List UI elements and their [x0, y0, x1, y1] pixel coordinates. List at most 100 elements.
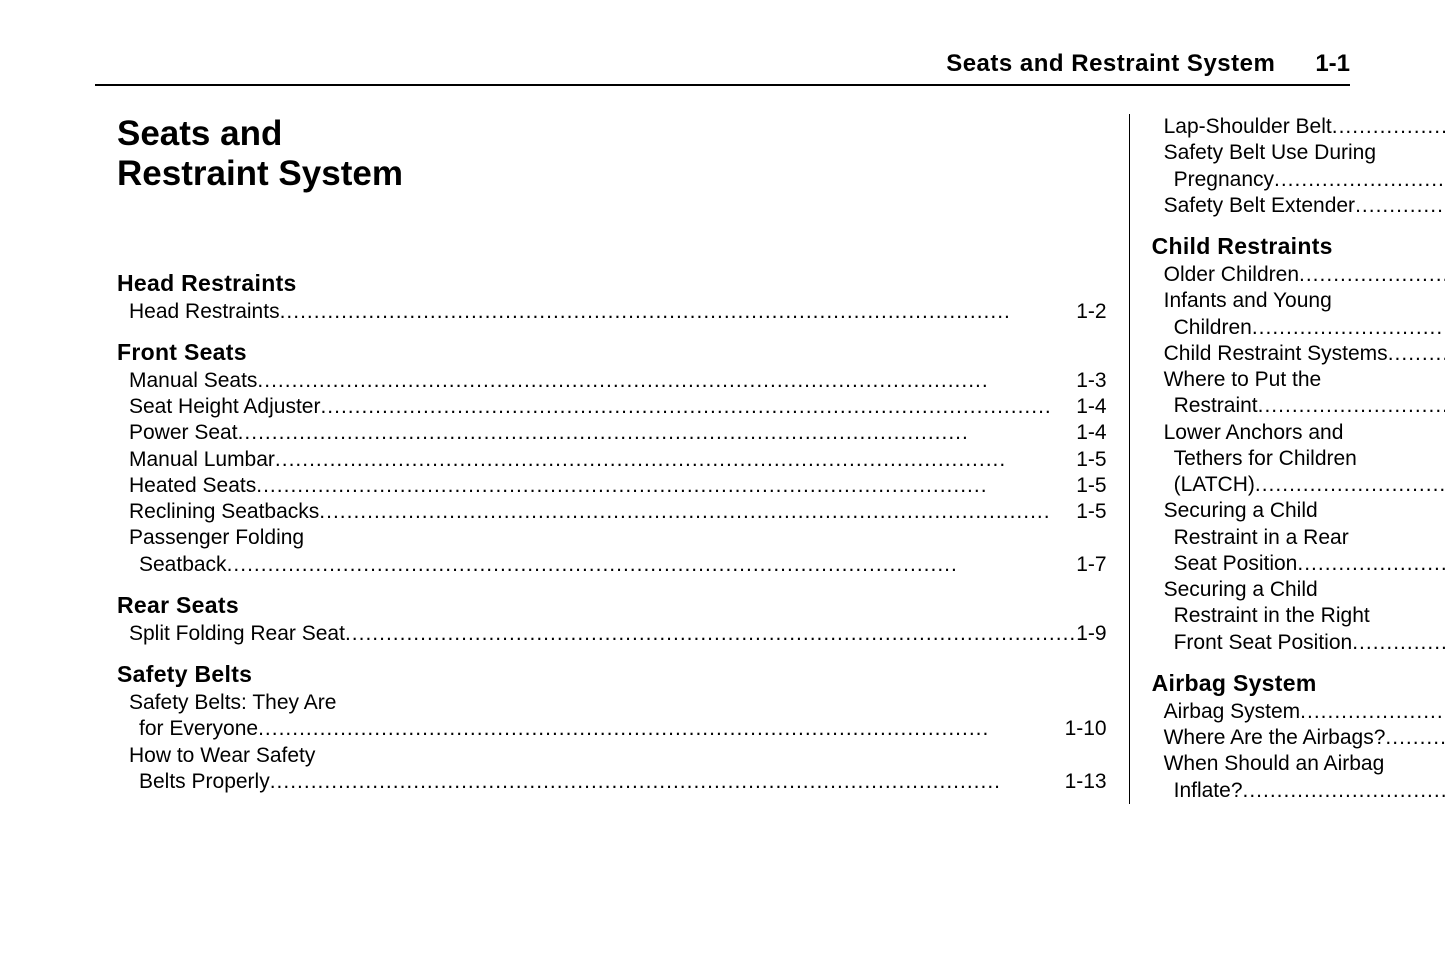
chapter-title: Seats andRestraint System [117, 114, 1107, 195]
toc-entry: Securing a ChildRestraint in a RearSeat … [1164, 498, 1445, 577]
toc-entry: Reclining Seatbacks 1-5 [129, 499, 1107, 525]
toc-entry-label: Head Restraints [129, 299, 280, 325]
toc-dots [1297, 551, 1445, 577]
toc-entry-last-line: Older Children 1-22 [1164, 262, 1445, 288]
toc-entry: Safety Belt Extender 1-22 [1164, 193, 1445, 219]
toc-dots [1388, 341, 1445, 367]
toc-entry-line: Lower Anchors and [1164, 420, 1445, 446]
toc-entry-label: Seat Height Adjuster [129, 394, 320, 420]
toc-entry: Child Restraint Systems 1-27 [1164, 341, 1445, 367]
running-header-page: 1-1 [1315, 50, 1350, 78]
toc-entry-line: Safety Belts: They Are [129, 690, 1107, 716]
section-title: Airbag System [1152, 670, 1445, 697]
toc-dots [238, 420, 1077, 446]
toc-entry: Passenger FoldingSeatback 1-7 [129, 525, 1107, 578]
toc-entry-last-line: Lap-Shoulder Belt 1-17 [1164, 114, 1445, 140]
toc-entry-last-line: for Everyone 1-10 [139, 716, 1107, 742]
toc-dots [1352, 630, 1445, 656]
toc-dots [1299, 262, 1445, 288]
toc-entry-label: Restraint [1174, 393, 1258, 419]
toc-entry-last-line: Seat Height Adjuster 1-4 [129, 394, 1107, 420]
toc-entry: Infants and YoungChildren 1-25 [1164, 288, 1445, 341]
toc-column: Lap-Shoulder Belt 1-17Safety Belt Use Du… [1129, 114, 1445, 804]
toc-entry-page: 1-3 [1076, 368, 1106, 394]
toc-entry: Lap-Shoulder Belt 1-17 [1164, 114, 1445, 140]
toc-entry-page: 1-13 [1065, 769, 1107, 795]
toc-entry-page: 1-2 [1076, 299, 1106, 325]
toc-entry: Head Restraints 1-2 [129, 299, 1107, 325]
toc-entry-last-line: Seat Position 1-36 [1174, 551, 1445, 577]
toc-entry-page: 1-9 [1076, 621, 1106, 647]
toc-entry-label: Pregnancy [1174, 167, 1274, 193]
running-header: Seats and Restraint System 1-1 [95, 50, 1350, 86]
toc-entry-label: Older Children [1164, 262, 1299, 288]
toc-entry-page: 1-5 [1076, 447, 1106, 473]
toc-entry-label: Power Seat [129, 420, 238, 446]
toc-entry-label: Front Seat Position [1174, 630, 1353, 656]
toc-entry-last-line: Power Seat 1-4 [129, 420, 1107, 446]
toc-entry-page: 1-5 [1076, 499, 1106, 525]
toc-dots [270, 769, 1065, 795]
toc-columns: Seats andRestraint System Head Restraints… [95, 114, 1350, 804]
toc-entry: Safety Belts: They Arefor Everyone 1-10 [129, 690, 1107, 743]
toc-entry-last-line: Children 1-25 [1174, 315, 1445, 341]
toc-entry-last-line: Front Seat Position 1-38 [1174, 630, 1445, 656]
toc-dots [258, 716, 1065, 742]
toc-entry-last-line: Head Restraints 1-2 [129, 299, 1107, 325]
section-title: Rear Seats [117, 592, 1107, 619]
toc-entry-label: Child Restraint Systems [1164, 341, 1388, 367]
toc-entry-last-line: Heated Seats 1-5 [129, 473, 1107, 499]
toc-dots [1355, 193, 1445, 219]
toc-entry-label: (LATCH) [1174, 472, 1255, 498]
toc-entry: Manual Lumbar 1-5 [129, 447, 1107, 473]
toc-dots [280, 299, 1077, 325]
toc-entry-line: When Should an Airbag [1164, 751, 1445, 777]
toc-entry-last-line: Manual Lumbar 1-5 [129, 447, 1107, 473]
section-title: Head Restraints [117, 270, 1107, 297]
toc-entry-last-line: (LATCH) 1-31 [1174, 472, 1445, 498]
toc-entry-last-line: Where Are the Airbags? 1-44 [1164, 725, 1445, 751]
toc-entry: Manual Seats 1-3 [129, 368, 1107, 394]
toc-entry-last-line: Split Folding Rear Seat 1-9 [129, 621, 1107, 647]
toc-dots [319, 499, 1076, 525]
toc-entry: Heated Seats 1-5 [129, 473, 1107, 499]
toc-entry: When Should an AirbagInflate? 1-45 [1164, 751, 1445, 804]
toc-entry-last-line: Belts Properly 1-13 [139, 769, 1107, 795]
toc-entry-label: Reclining Seatbacks [129, 499, 319, 525]
toc-entry-page: 1-10 [1065, 716, 1107, 742]
toc-entry-last-line: Child Restraint Systems 1-27 [1164, 341, 1445, 367]
toc-entry-line: Restraint in a Rear [1174, 525, 1445, 551]
toc-dots [1258, 393, 1445, 419]
toc-entry-line: Restraint in the Right [1174, 603, 1445, 629]
toc-entry-last-line: Seatback 1-7 [139, 552, 1107, 578]
toc-entry-line: Securing a Child [1164, 577, 1445, 603]
toc-entry-label: Belts Properly [139, 769, 270, 795]
toc-column: Seats andRestraint System Head Restraints… [95, 114, 1129, 804]
toc-entry-label: Inflate? [1174, 778, 1243, 804]
toc-dots [1332, 114, 1445, 140]
toc-dots [1300, 699, 1445, 725]
toc-entry-last-line: Pregnancy 1-22 [1174, 167, 1445, 193]
toc-entry-label: Where Are the Airbags? [1164, 725, 1386, 751]
toc-entry: Power Seat 1-4 [129, 420, 1107, 446]
toc-dots [1385, 725, 1445, 751]
toc-entry-label: Manual Seats [129, 368, 257, 394]
toc-entry: Where Are the Airbags? 1-44 [1164, 725, 1445, 751]
toc-entry-label: Safety Belt Extender [1164, 193, 1355, 219]
section-title: Safety Belts [117, 661, 1107, 688]
toc-dots [345, 621, 1076, 647]
toc-dots [227, 552, 1077, 578]
toc-entry-label: Heated Seats [129, 473, 256, 499]
toc-entry: Split Folding Rear Seat 1-9 [129, 621, 1107, 647]
toc-entry: Where to Put theRestraint 1-29 [1164, 367, 1445, 420]
toc-entry-label: Seat Position [1174, 551, 1298, 577]
toc-entry-line: How to Wear Safety [129, 743, 1107, 769]
toc-entry-page: 1-4 [1076, 394, 1106, 420]
toc-dots [1243, 778, 1445, 804]
toc-dots [256, 473, 1076, 499]
toc-entry-last-line: Safety Belt Extender 1-22 [1164, 193, 1445, 219]
toc-dots [320, 394, 1076, 420]
toc-entry-label: for Everyone [139, 716, 258, 742]
toc-entry-label: Airbag System [1164, 699, 1301, 725]
toc-entry: Lower Anchors andTethers for Children(LA… [1164, 420, 1445, 499]
